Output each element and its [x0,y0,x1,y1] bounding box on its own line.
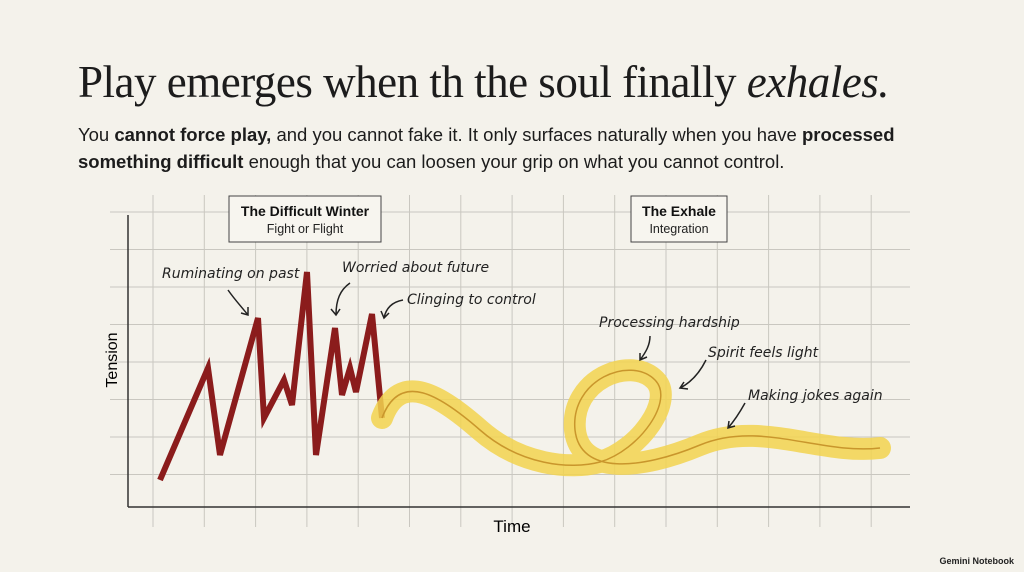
phase-subtitle: Integration [649,222,708,236]
calm-line [371,359,891,477]
title-emphasis: exhales. [746,57,890,107]
phase-title: The Difficult Winter [241,203,370,219]
text: enough that you can loosen your grip on … [243,151,785,172]
phase-box [630,195,728,243]
y-axis-label: Tension [104,332,121,387]
annotation: Spirit feels light [708,345,819,361]
body-text: You cannot force play, and you cannot fa… [78,121,958,175]
bold-text: processed something difficult [78,124,900,172]
brand: Gemini Notebook [939,556,1014,566]
text: and you cannot fake it. It only surfaces… [271,124,802,145]
annotation: Worried about future [342,260,489,276]
title-text: Play emerges when th the soul finally [78,57,747,107]
x-axis-label: Time [493,517,530,536]
annotation: Ruminating on past [162,266,300,282]
phase-subtitle: Fight or Flight [267,222,344,236]
bold-text: cannot force play, [114,124,272,145]
grid [110,195,910,527]
calm-line-core [381,369,881,467]
annotation: Clinging to control [407,292,536,308]
phase-title: The Exhale [642,203,716,219]
arrows [227,282,746,430]
annotation: Making jokes again [748,388,883,404]
brand-text: Gemini Notebook [939,556,1014,566]
tension-line [157,271,385,482]
text: You [78,124,115,145]
title: Play emerges when th the soul finally ex… [78,56,889,108]
phase-box [228,195,382,243]
annotation: Processing hardship [599,315,740,331]
